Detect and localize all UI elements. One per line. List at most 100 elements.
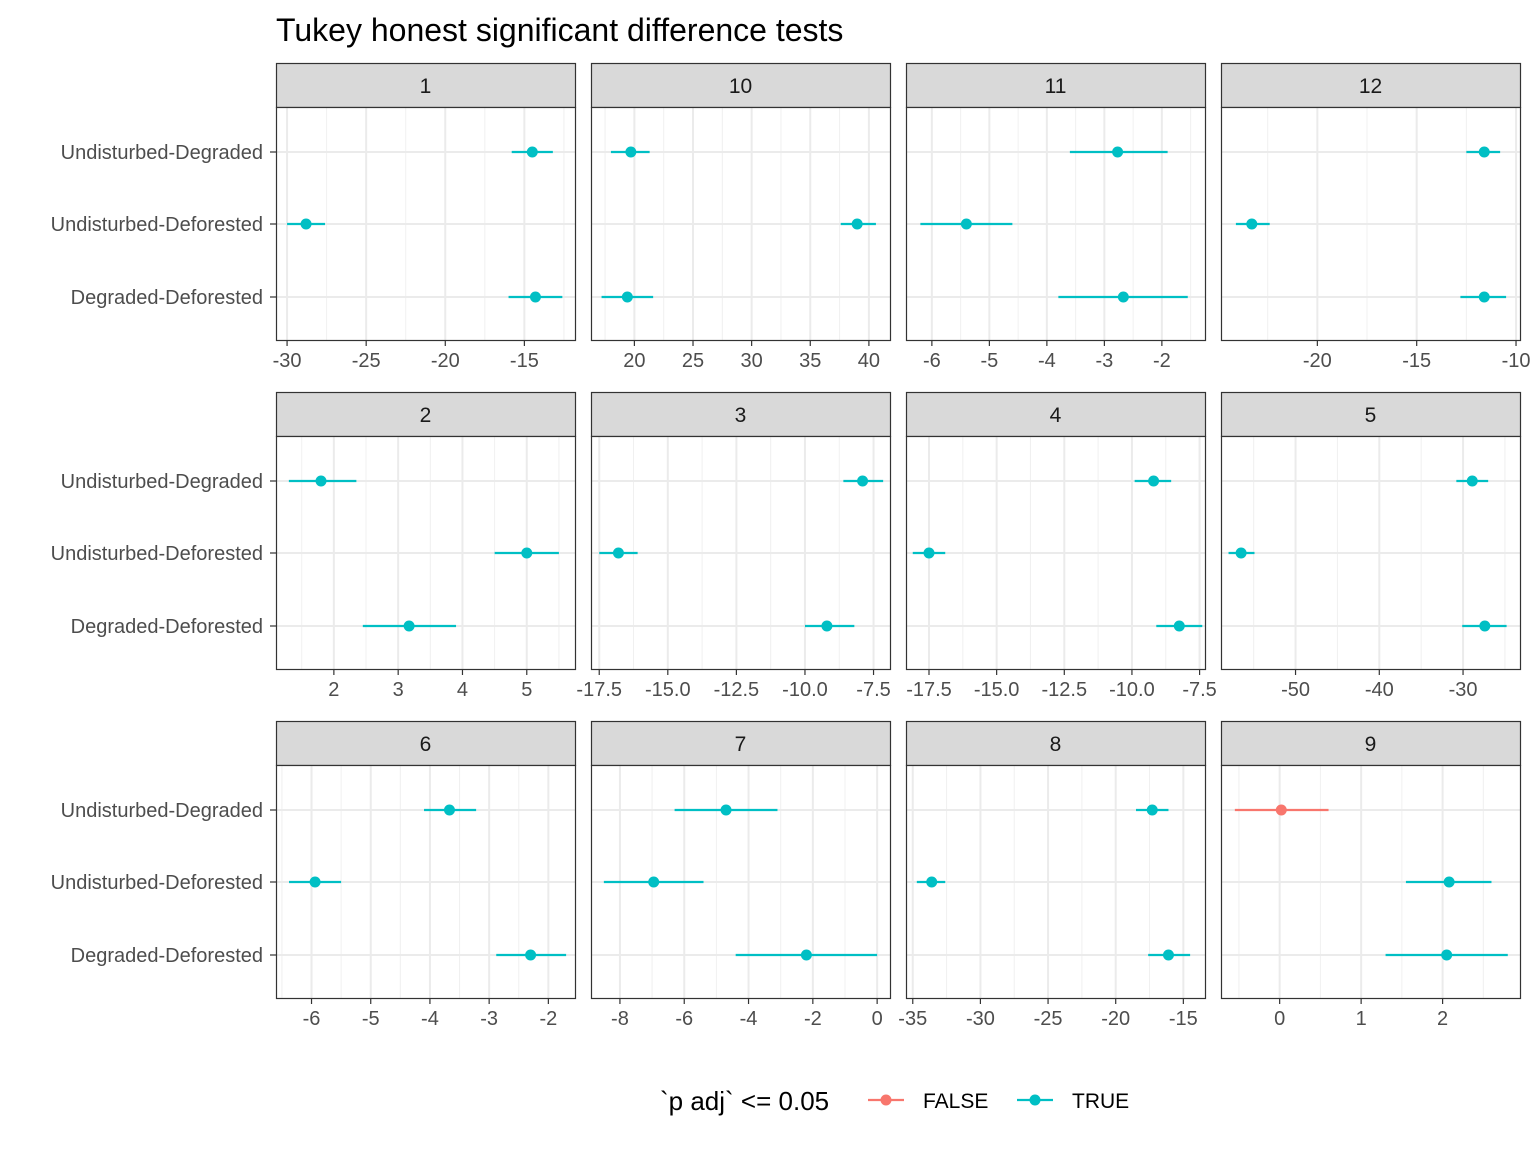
legend-key-point — [1029, 1094, 1041, 1106]
estimate-point — [315, 475, 327, 487]
estimate-point — [720, 804, 732, 816]
x-tick-label: -30 — [966, 1008, 995, 1030]
x-tick-label: 0 — [872, 1008, 883, 1030]
estimate-point — [621, 291, 633, 303]
x-tick-label: -4 — [740, 1008, 758, 1030]
facet-strip — [1220, 62, 1522, 109]
x-tick-label: -50 — [1281, 679, 1310, 701]
estimate-point — [800, 949, 812, 961]
x-tick-label: 1 — [1356, 1008, 1367, 1030]
x-tick-label: 35 — [799, 350, 821, 372]
x-tick-label: -20 — [431, 350, 460, 372]
estimate-point — [625, 146, 637, 158]
facet-panel-8: 8 -35 -30 -25 -20 -15 — [898, 720, 1207, 1030]
x-tick-label: -2 — [1153, 350, 1171, 372]
facet-panel-5: 5 -50 -40 -30 — [1220, 391, 1522, 701]
panel-border — [905, 435, 1207, 671]
x-tick-label: -6 — [923, 350, 941, 372]
category-label: Degraded-Deforested — [71, 945, 263, 967]
x-tick-label: -12.5 — [714, 679, 760, 701]
category-label: Undisturbed-Deforested — [51, 543, 263, 565]
x-tick-label: -15 — [1169, 1008, 1198, 1030]
estimate-point — [525, 949, 537, 961]
x-tick-label: -6 — [675, 1008, 693, 1030]
x-tick-label: 20 — [623, 350, 645, 372]
x-tick-label: -15 — [1402, 350, 1431, 372]
facet-strip — [275, 62, 577, 109]
x-tick-label: -15 — [510, 350, 539, 372]
facet-strip — [905, 391, 1207, 438]
estimate-point — [526, 146, 538, 158]
facet-strip — [1220, 391, 1522, 438]
x-tick-label: -10.0 — [1109, 679, 1155, 701]
x-tick-label: -10.0 — [782, 679, 828, 701]
x-tick-label: 30 — [741, 350, 763, 372]
panel-border — [905, 764, 1207, 1000]
facet-strip-label: 8 — [1050, 733, 1062, 756]
facet-panel-1: 1 -30 -25 -20 -15 — [273, 62, 577, 372]
estimate-point — [1173, 620, 1185, 632]
estimate-point — [1146, 804, 1158, 816]
x-tick-label: -7.5 — [856, 679, 890, 701]
x-tick-label: 2 — [328, 679, 339, 701]
legend-label: FALSE — [923, 1090, 988, 1113]
facet-strip-label: 5 — [1365, 404, 1377, 427]
x-tick-label: -25 — [352, 350, 381, 372]
x-tick-label: -17.5 — [906, 679, 952, 701]
x-tick-label: -2 — [804, 1008, 822, 1030]
estimate-point — [403, 620, 415, 632]
facet-strip — [590, 62, 892, 109]
estimate-point — [1148, 475, 1160, 487]
facet-strip-label: 7 — [735, 733, 747, 756]
category-label: Undisturbed-Degraded — [61, 800, 263, 822]
x-tick-label: -15.0 — [645, 679, 691, 701]
legend-label: TRUE — [1072, 1090, 1129, 1113]
facet-panel-9: 9 0 1 2 — [1220, 720, 1522, 1030]
estimate-point — [923, 547, 935, 559]
estimate-point — [309, 876, 321, 888]
category-label: Undisturbed-Deforested — [51, 872, 263, 894]
x-tick-label: -30 — [273, 350, 302, 372]
panel-border — [1220, 106, 1522, 342]
x-tick-label: -8 — [611, 1008, 629, 1030]
facet-panel-10: 10 20 25 30 35 40 — [590, 62, 892, 372]
x-tick-label: -3 — [480, 1008, 498, 1030]
x-tick-label: -40 — [1365, 679, 1394, 701]
legend-key-point — [880, 1094, 892, 1106]
category-label: Degraded-Deforested — [71, 616, 263, 638]
legend-title: `p adj` <= 0.05 — [660, 1086, 829, 1116]
estimate-point — [1162, 949, 1174, 961]
estimate-point — [851, 218, 863, 230]
category-label: Undisturbed-Deforested — [51, 214, 263, 236]
estimate-point — [1117, 291, 1129, 303]
estimate-point — [300, 218, 312, 230]
facet-strip-label: 6 — [420, 733, 432, 756]
chart-title: Tukey honest significant difference test… — [276, 12, 843, 48]
facet-strip-label: 3 — [735, 404, 747, 427]
estimate-point — [521, 547, 533, 559]
panel-border — [590, 106, 892, 342]
panel-border — [1220, 435, 1522, 671]
estimate-point — [1478, 291, 1490, 303]
estimate-point — [1478, 146, 1490, 158]
estimate-point — [1441, 949, 1453, 961]
facet-strip — [275, 391, 577, 438]
x-tick-label: -17.5 — [576, 679, 622, 701]
x-tick-label: -3 — [1095, 350, 1113, 372]
x-tick-label: -20 — [1101, 1008, 1130, 1030]
estimate-point — [612, 547, 624, 559]
estimate-point — [1246, 218, 1258, 230]
estimate-point — [857, 475, 869, 487]
x-tick-label: -6 — [303, 1008, 321, 1030]
x-tick-label: -7.5 — [1182, 679, 1216, 701]
legend: `p adj` <= 0.05 FALSE TRUE — [660, 1086, 1129, 1116]
estimate-point — [1112, 146, 1124, 158]
estimate-point — [1466, 475, 1478, 487]
facet-strip-label: 4 — [1050, 404, 1062, 427]
facet-strip-label: 10 — [729, 75, 752, 98]
facet-panel-12: 12 -20 -15 -10 — [1220, 62, 1530, 372]
estimate-point — [529, 291, 541, 303]
category-axis-labels: Undisturbed-Degraded Undisturbed-Deforest… — [51, 142, 276, 967]
